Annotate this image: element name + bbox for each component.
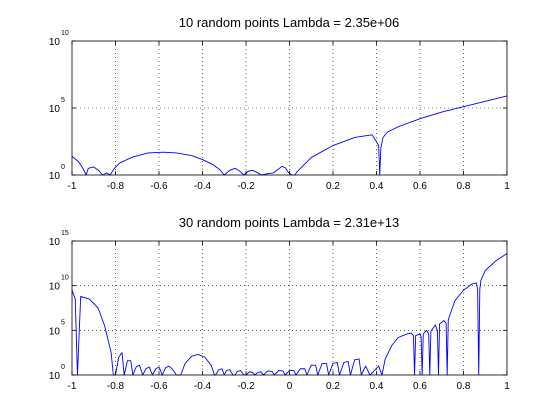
x-tick-label: 0.8 <box>457 381 471 392</box>
x-tick-label: 0 <box>287 381 293 392</box>
x-tick-label: 1 <box>504 181 510 192</box>
x-tick-label: -0.6 <box>150 181 168 192</box>
y-tick-label: 10 <box>49 282 61 293</box>
y-tick-exponent: 5 <box>61 97 65 104</box>
x-tick-label: 1 <box>504 381 510 392</box>
x-tick-label: 0 <box>287 181 293 192</box>
x-tick-label: -0.4 <box>194 381 212 392</box>
y-tick-exponent: 15 <box>61 230 69 237</box>
subplot-top: 10 random points Lambda = 2.35e+06 -1 -0.… <box>49 15 510 192</box>
x-tick-label: -0.8 <box>107 381 125 392</box>
x-tick-label: 0.2 <box>326 181 340 192</box>
x-tick-label: -0.6 <box>150 381 168 392</box>
x-tick-label: 0.6 <box>413 381 427 392</box>
x-tick-label: 0.4 <box>370 181 384 192</box>
x-tick-label: 0.4 <box>370 381 384 392</box>
top-chart-title: 10 random points Lambda = 2.35e+06 <box>179 15 399 30</box>
y-tick-label: 10 <box>49 237 61 248</box>
y-tick-exponent: 10 <box>61 30 69 37</box>
y-tick-label: 10 <box>49 326 61 337</box>
x-tick-label: -1 <box>68 381 77 392</box>
x-tick-label: 0.6 <box>413 181 427 192</box>
x-tick-label: 0.2 <box>326 381 340 392</box>
x-tick-label: -0.4 <box>194 181 212 192</box>
x-tick-label: 0.8 <box>457 181 471 192</box>
y-tick-exponent: 0 <box>61 164 65 171</box>
bottom-chart-title: 30 random points Lambda = 2.31e+13 <box>179 215 399 230</box>
x-tick-label: -0.2 <box>237 181 255 192</box>
y-tick-exponent: 10 <box>61 275 69 282</box>
y-tick-exponent: 5 <box>61 319 65 326</box>
x-tick-label: -0.2 <box>237 381 255 392</box>
y-tick-label: 10 <box>49 104 61 115</box>
subplot-bottom: 30 random points Lambda = 2.31e+13 -1 -0.… <box>49 215 510 392</box>
y-tick-label: 10 <box>49 37 61 48</box>
y-tick-label: 10 <box>49 171 61 182</box>
y-tick-label: 10 <box>49 371 61 382</box>
x-tick-label: -0.8 <box>107 181 125 192</box>
series-line <box>71 95 508 176</box>
x-tick-label: -1 <box>68 181 77 192</box>
y-tick-exponent: 0 <box>61 364 65 371</box>
